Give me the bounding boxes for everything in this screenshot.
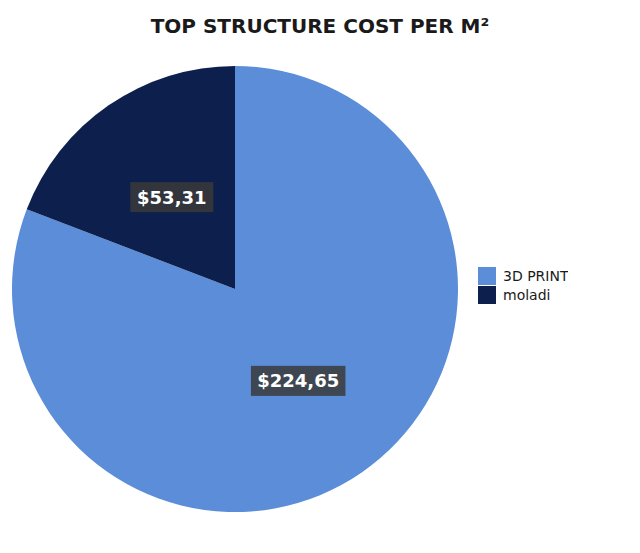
svg-text:$53,31: $53,31 [137, 187, 206, 208]
html-text:3D PRINT: 3D PRINT [503, 267, 569, 284]
html-text:moladi: moladi [503, 286, 551, 303]
html-text:TOP STRUCTURE COST PER M²: TOP STRUCTURE COST PER M² [150, 14, 490, 38]
svg-text:$224,65: $224,65 [257, 370, 339, 391]
